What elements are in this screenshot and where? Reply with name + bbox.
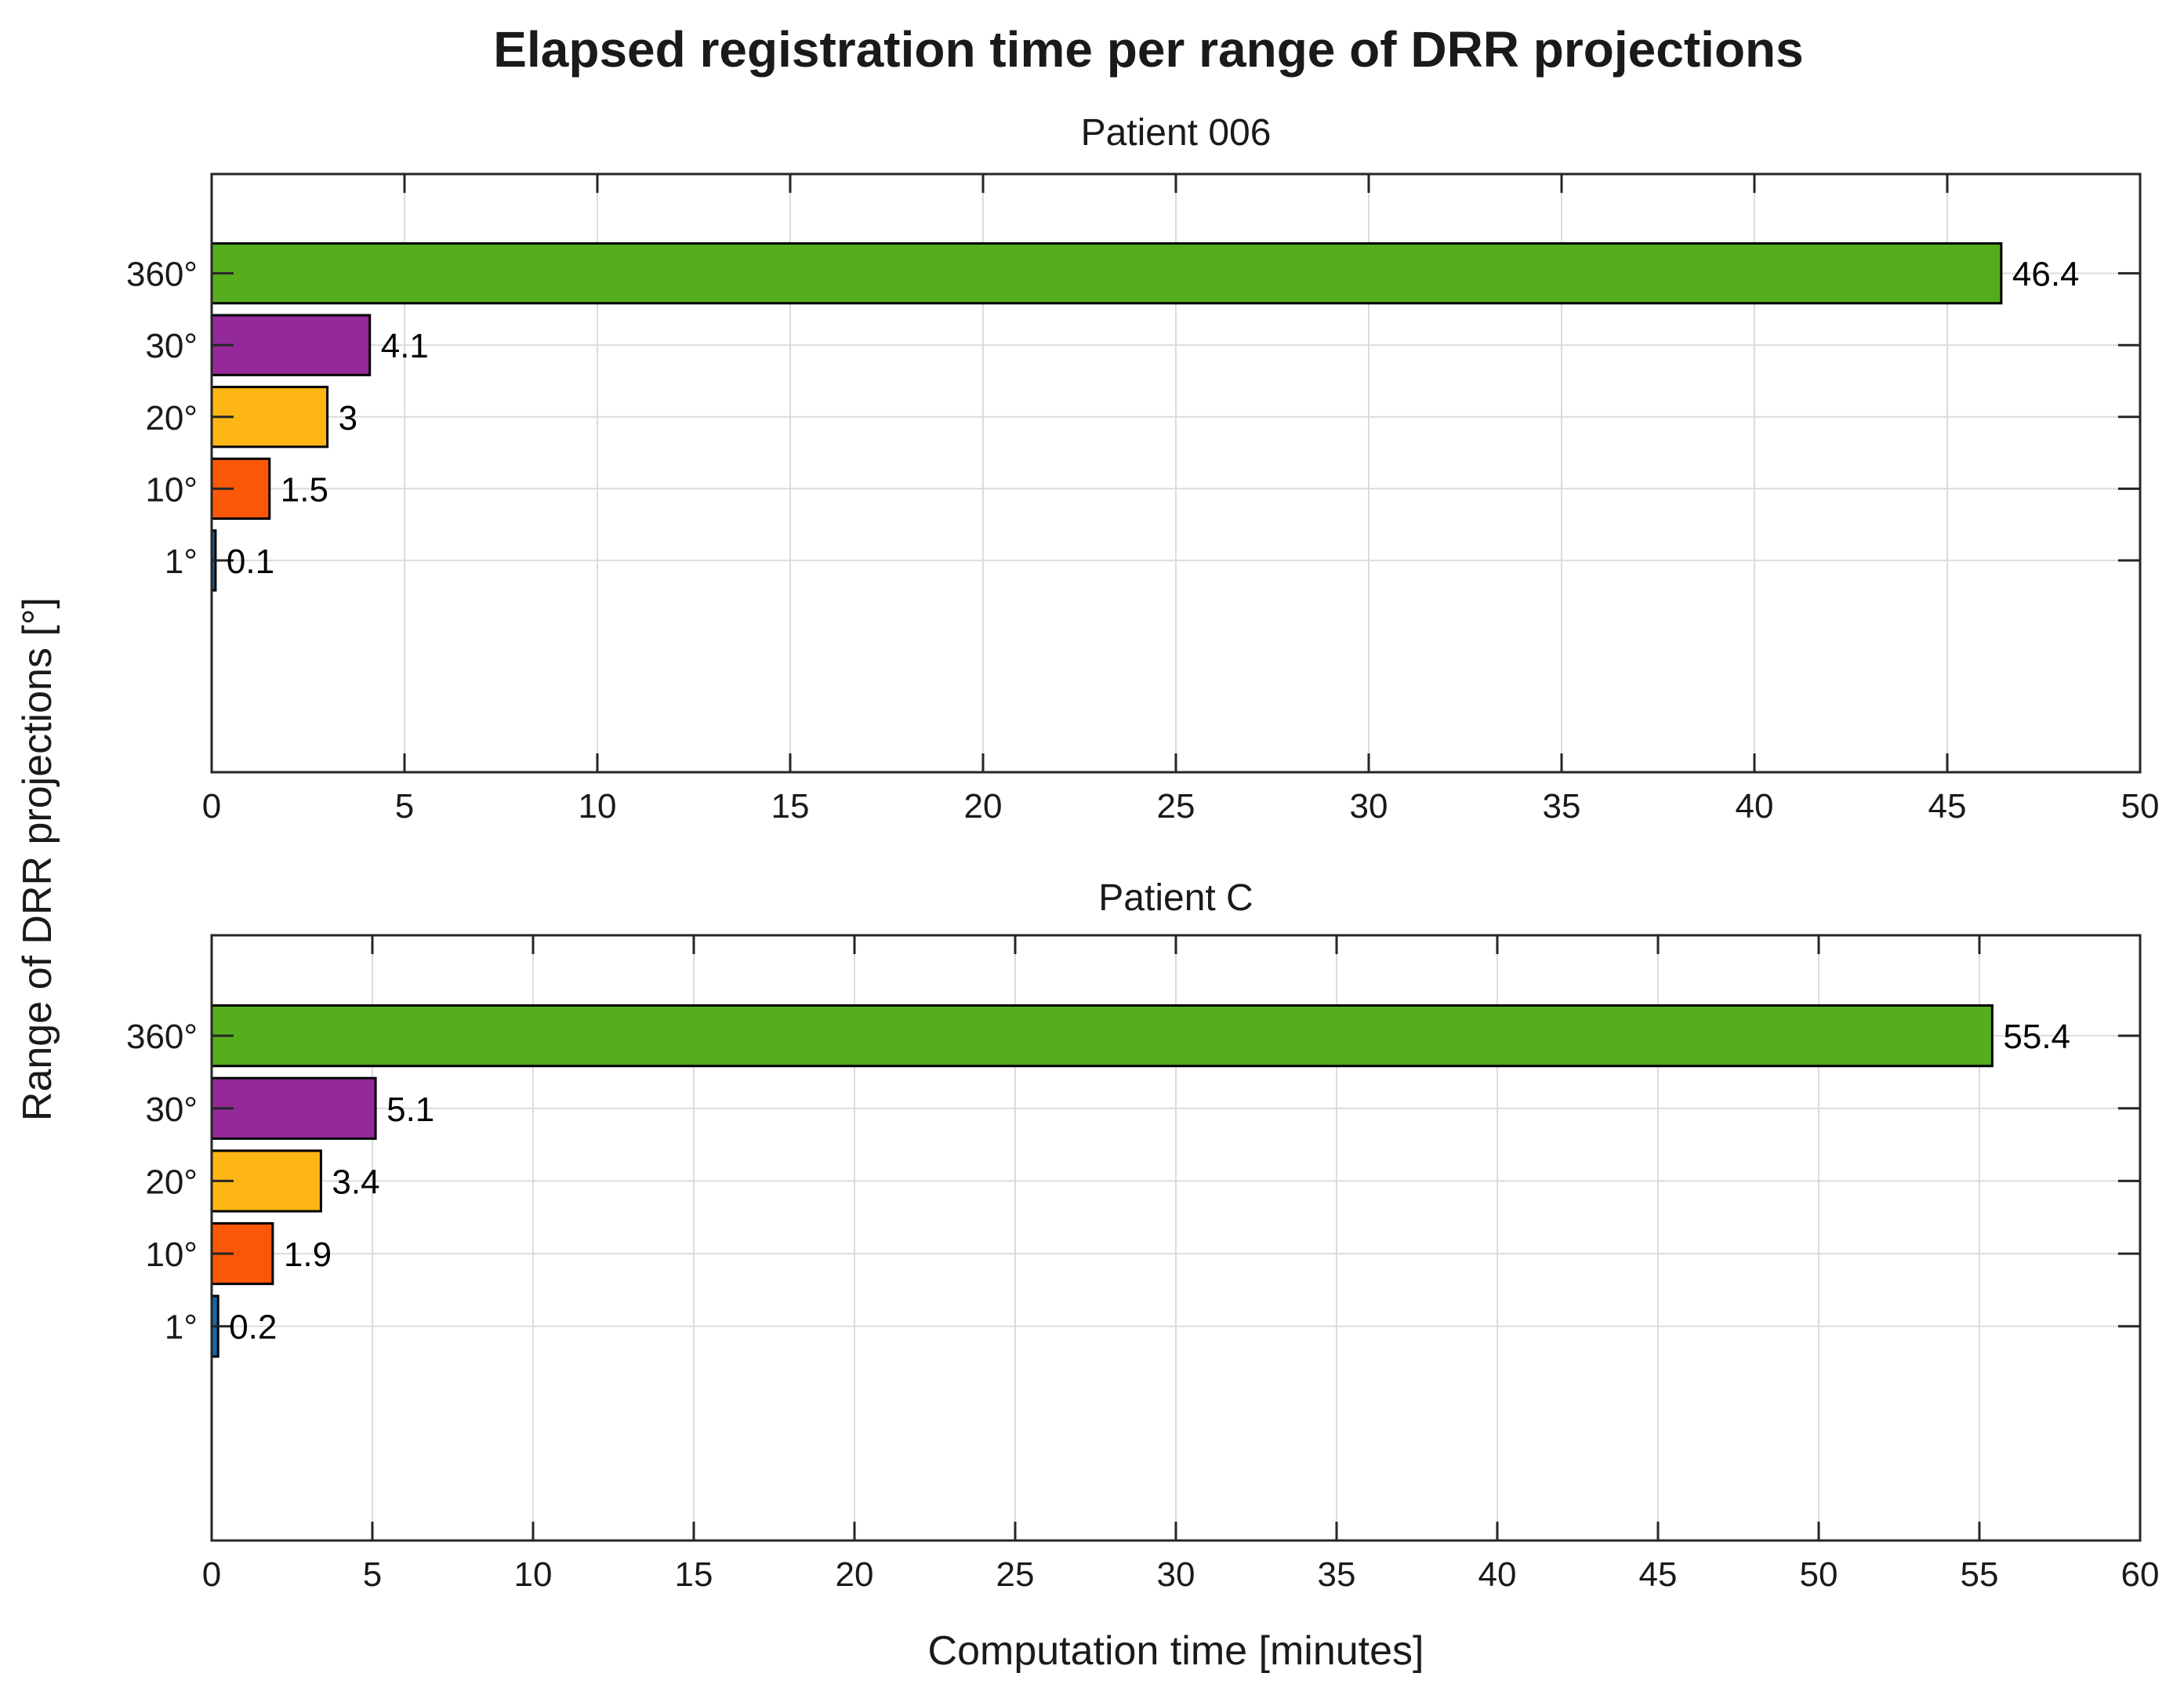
x-tick-label: 5 — [395, 787, 414, 826]
x-tick-label: 50 — [1800, 1555, 1838, 1594]
x-tick-label: 10 — [514, 1555, 553, 1594]
x-tick-label: 20 — [836, 1555, 874, 1594]
x-tick-label: 10 — [579, 787, 617, 826]
x-tick-label: 20 — [964, 787, 1003, 826]
x-tick-label: 15 — [675, 1555, 713, 1594]
bar-value-label: 0.2 — [229, 1308, 277, 1347]
subplot-title-patient-006: Patient 006 — [1080, 112, 1272, 154]
x-tick-label: 60 — [2121, 1555, 2160, 1594]
figure-title: Elapsed registration time per range of D… — [493, 21, 1804, 78]
x-tick-label: 0 — [202, 1555, 221, 1594]
y-tick-label: 1° — [165, 1308, 198, 1347]
y-tick-label: 30° — [145, 1091, 198, 1129]
bar-value-label: 46.4 — [2012, 256, 2080, 294]
bar-value-label: 3 — [339, 399, 357, 437]
x-axis-label: Computation time [minutes] — [927, 1628, 1424, 1674]
x-tick-label: 30 — [1157, 1555, 1195, 1594]
y-tick-label: 360° — [126, 1018, 198, 1056]
x-tick-label: 45 — [1928, 787, 1967, 826]
x-tick-label: 35 — [1543, 787, 1581, 826]
y-tick-label: 20° — [145, 399, 198, 437]
x-tick-label: 0 — [202, 787, 221, 826]
bar-value-label: 0.1 — [227, 543, 274, 581]
y-tick-label: 10° — [145, 1236, 198, 1274]
bar-value-label: 3.4 — [332, 1163, 379, 1201]
bar-value-label: 1.9 — [284, 1236, 332, 1274]
bar-value-label: 4.1 — [381, 327, 429, 365]
bar-value-label: 55.4 — [2003, 1018, 2070, 1056]
x-tick-label: 50 — [2121, 787, 2160, 826]
y-tick-label: 360° — [126, 256, 198, 294]
x-tick-label: 35 — [1318, 1555, 1356, 1594]
x-tick-label: 5 — [363, 1555, 382, 1594]
bar-360deg — [210, 242, 2003, 305]
x-tick-label: 30 — [1350, 787, 1388, 826]
bar-360deg — [210, 1004, 1994, 1068]
x-tick-label: 45 — [1639, 1555, 1678, 1594]
x-tick-label: 15 — [771, 787, 810, 826]
y-tick-label: 1° — [165, 543, 198, 581]
y-axis-label: Range of DRR projections [°] — [15, 597, 60, 1122]
y-tick-label: 10° — [145, 470, 198, 509]
x-tick-label: 25 — [1157, 787, 1195, 826]
bar-30deg — [210, 1076, 377, 1140]
y-tick-label: 20° — [145, 1163, 198, 1201]
bar-value-label: 1.5 — [281, 470, 328, 509]
x-tick-label: 40 — [1736, 787, 1774, 826]
x-tick-label: 25 — [996, 1555, 1035, 1594]
subplot-title-patient-c: Patient C — [1098, 877, 1253, 919]
x-tick-label: 55 — [1961, 1555, 1999, 1594]
bar-value-label: 5.1 — [386, 1091, 434, 1129]
y-tick-label: 30° — [145, 327, 198, 365]
x-tick-label: 40 — [1478, 1555, 1517, 1594]
bar-30deg — [210, 314, 372, 376]
